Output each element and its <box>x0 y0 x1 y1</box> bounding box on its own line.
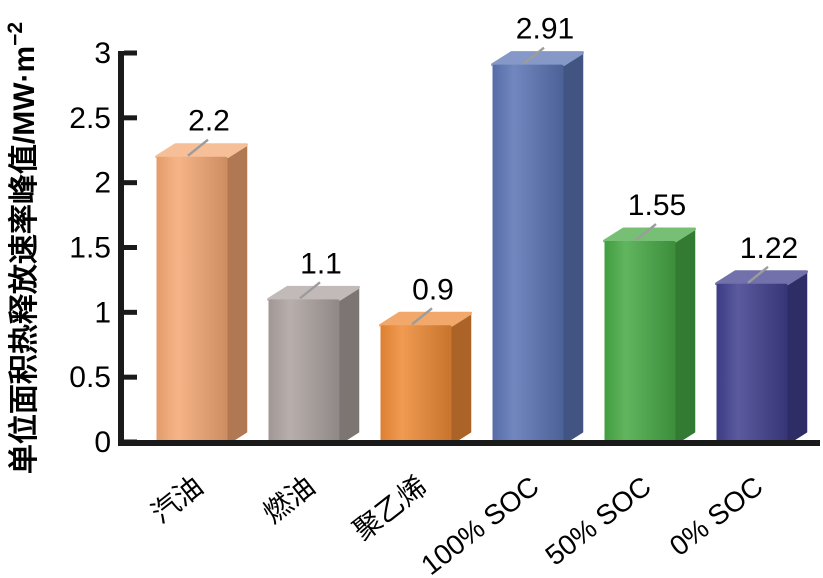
bar-side-face <box>786 271 808 445</box>
y-tick-label: 2.5 <box>69 102 111 135</box>
value-leader-line <box>747 265 769 284</box>
x-axis-line <box>118 440 820 446</box>
bar-side-face <box>450 312 472 445</box>
y-tick-label: 1 <box>94 296 111 329</box>
bar-top-face <box>491 51 584 67</box>
y-axis-title-superscript: −2 <box>4 22 27 46</box>
x-category-label: 100% SOC <box>415 470 544 578</box>
bar-side-face <box>338 286 360 445</box>
y-axis-title-main: 单位面积热释放速率峰值/MW·m <box>7 46 41 474</box>
bar-top-face <box>603 227 696 243</box>
value-leader-line <box>635 223 657 241</box>
value-leader-line <box>411 307 433 326</box>
bar-value-label: 2.91 <box>516 13 574 46</box>
bar <box>268 299 340 444</box>
y-tick <box>124 439 137 445</box>
bar-value-label: 0.9 <box>412 273 454 306</box>
bars-layer <box>155 51 808 445</box>
bar <box>156 156 228 444</box>
x-category-label: 聚乙烯 <box>347 470 432 546</box>
bar-side-face <box>226 143 248 445</box>
bar-top-face <box>267 285 360 301</box>
y-tick-label: 3 <box>94 37 111 70</box>
y-tick-label: 0.5 <box>69 361 111 394</box>
bar <box>716 283 788 444</box>
bar <box>492 64 564 445</box>
bar-top-face <box>155 143 248 159</box>
y-tick-label: 0 <box>94 426 111 459</box>
y-axis-title: 单位面积热释放速率峰值/MW·m−2 <box>4 22 41 474</box>
y-tick <box>124 309 137 315</box>
bar-value-label: 1.1 <box>300 247 342 280</box>
value-leader-line <box>299 281 321 300</box>
bar-top-face <box>715 270 808 286</box>
bar-value-label: 1.22 <box>740 232 798 265</box>
y-tick-label: 2 <box>94 167 111 200</box>
y-tick-label: 1.5 <box>69 232 111 265</box>
y-axis-line <box>118 51 124 444</box>
x-category-label: 汽油 <box>145 470 208 529</box>
x-category-label: 燃油 <box>257 470 320 529</box>
y-tick <box>124 180 137 186</box>
y-tick <box>124 374 137 380</box>
bar <box>380 325 452 444</box>
x-category-label: 50% SOC <box>540 470 657 571</box>
y-tick <box>124 115 137 121</box>
value-leader-line <box>187 138 209 157</box>
bar-top-face <box>379 311 472 327</box>
bar-value-label: 1.55 <box>628 189 686 222</box>
x-category-label: 0% SOC <box>664 470 769 561</box>
value-leader-line <box>523 46 545 65</box>
bar <box>604 241 676 444</box>
bar-side-face <box>674 228 696 445</box>
axes-layer: 0 0.5 1 1.5 2 2.5 3 <box>69 37 820 459</box>
y-tick <box>124 50 137 56</box>
bar-value-label: 2.2 <box>188 105 230 138</box>
y-tick <box>124 245 137 250</box>
bar-side-face <box>562 51 584 445</box>
